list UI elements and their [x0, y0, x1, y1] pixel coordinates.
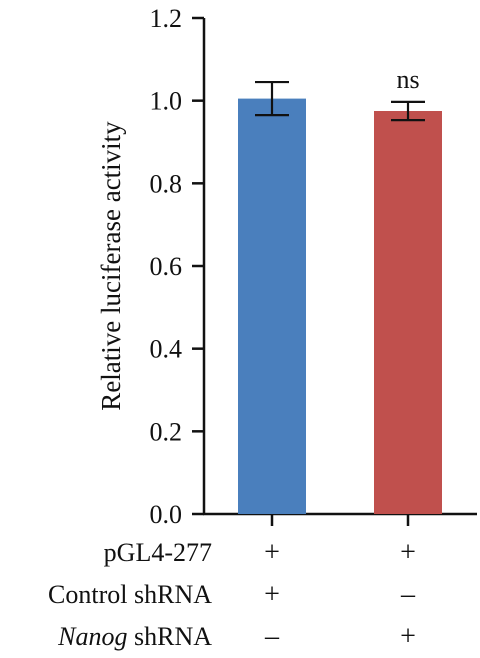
condition-symbol: + — [264, 537, 280, 568]
y-tick-label: 0.4 — [150, 335, 183, 364]
condition-label-text: shRNA — [127, 580, 212, 609]
condition-row-label: Control shRNA — [48, 580, 212, 609]
condition-row-label: Nanog shRNA — [57, 622, 212, 651]
y-tick-label: 1.2 — [150, 4, 183, 33]
y-tick-label: 1.0 — [150, 87, 183, 116]
condition-plain-prefix: Control — [48, 580, 127, 609]
y-axis-ticks: 0.0 0.2 0.4 0.6 0.8 1.0 1.2 — [150, 4, 204, 529]
bars-group — [238, 98, 442, 514]
y-tick-label: 0.0 — [150, 500, 183, 529]
condition-symbol: – — [400, 579, 416, 610]
condition-table: pGL4-277 + + Control shRNA + – Nanog shRNA – + — [48, 537, 416, 652]
error-bars-group — [255, 80, 425, 122]
bar-1 — [238, 98, 306, 514]
x-axis-ticks — [270, 514, 410, 526]
condition-symbol: – — [264, 621, 280, 652]
condition-label-text: pGL4-277 — [104, 538, 212, 567]
bar-2 — [374, 111, 442, 514]
y-tick-label: 0.8 — [150, 169, 183, 198]
condition-symbol: + — [264, 579, 280, 610]
condition-label-text: shRNA — [127, 622, 212, 651]
condition-symbol: + — [400, 621, 416, 652]
annotations-group: ns — [396, 65, 419, 94]
significance-label: ns — [396, 65, 419, 94]
y-tick-label: 0.2 — [150, 417, 183, 446]
y-axis-label: Relative luciferase activity — [96, 121, 126, 411]
condition-symbol: + — [400, 537, 416, 568]
condition-row-label: pGL4-277 — [104, 538, 212, 567]
y-tick-label: 0.6 — [150, 252, 183, 281]
condition-italic-prefix: Nanog — [57, 622, 127, 651]
